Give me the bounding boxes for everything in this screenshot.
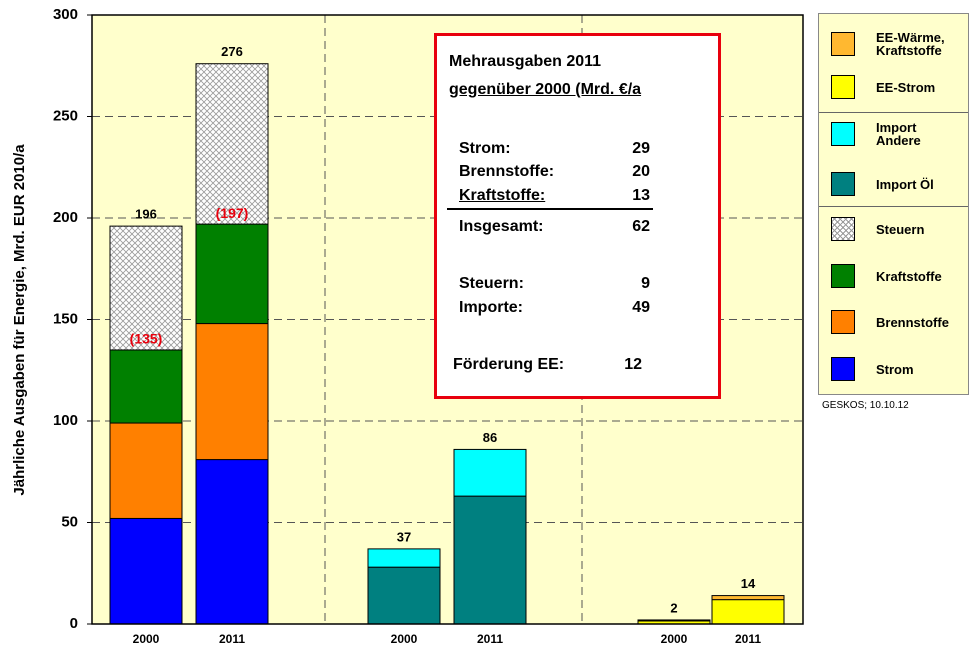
legend-label: Kraftstoffe [876, 268, 942, 284]
legend-separator [819, 206, 968, 207]
box-row-value: 49 [632, 299, 650, 316]
legend-swatch [831, 310, 855, 334]
legend-label: Strom [876, 361, 914, 377]
box-row-value: 13 [632, 187, 650, 204]
legend-label: Import Andere [876, 120, 921, 148]
legend-swatch [831, 75, 855, 99]
legend-swatch [831, 264, 855, 288]
bar-segment [109, 517, 183, 625]
total-label: 196 [135, 207, 157, 222]
legend-item: Brennstoffe [831, 309, 949, 335]
bar-segment [109, 349, 183, 424]
legend: EE-Wärme, Kraftstoffe EE-Strom Import Ande… [818, 13, 969, 395]
legend-swatch [831, 217, 855, 241]
legend-swatch [831, 357, 855, 381]
total-label: 14 [741, 576, 756, 591]
subtotal-label: (197) [216, 205, 249, 221]
y-tick-label: 150 [53, 310, 78, 327]
legend-item: EE-Strom [831, 74, 935, 100]
bar-segment [453, 495, 527, 625]
legend-item: Strom [831, 356, 914, 382]
legend-label: Steuern [876, 221, 925, 237]
y-tick-label: 50 [61, 513, 78, 530]
legend-label: Brennstoffe [876, 314, 949, 330]
bar-segment [367, 566, 441, 625]
box-title: Mehrausgaben 2011 [449, 53, 602, 70]
total-label: 276 [221, 44, 243, 59]
box-row-label: Strom: [459, 140, 511, 157]
y-tick-label: 250 [53, 107, 78, 124]
y-tick-label: 200 [53, 209, 78, 226]
bar-segment [195, 63, 269, 225]
box-row-label: Kraftstoffe: [459, 187, 546, 204]
box-row-value: 62 [632, 218, 650, 235]
box-title: gegenüber 2000 (Mrd. €/a [449, 81, 642, 98]
legend-swatch [831, 172, 855, 196]
box-row-label: Förderung EE: [453, 356, 565, 373]
box-row-value: 12 [624, 356, 642, 373]
legend-item: Steuern [831, 216, 924, 242]
legend-swatch [831, 32, 855, 56]
legend-label: EE-Wärme, Kraftstoffe [876, 30, 945, 58]
x-tick-label: 2011 [477, 632, 503, 646]
box-row-label: Importe: [459, 299, 523, 316]
legend-item: Import Öl [831, 171, 934, 197]
y-tick-label: 100 [53, 412, 78, 429]
legend-item: EE-Wärme, Kraftstoffe [831, 31, 945, 57]
bar-segment [453, 448, 527, 497]
bar-segment [637, 619, 711, 622]
box-rule [447, 208, 653, 210]
y-tick-label: 300 [53, 6, 78, 23]
subtotal-label: (135) [130, 331, 163, 347]
x-tick-label: 2000 [661, 632, 688, 646]
bar-segment [109, 225, 183, 351]
summary-box: Mehrausgaben 2011 gegenüber 2000 (Mrd. €/… [434, 33, 721, 399]
legend-separator [819, 112, 968, 113]
x-tick-label: 2011 [735, 632, 761, 646]
bar-segment [195, 323, 269, 461]
legend-swatch [831, 122, 855, 146]
box-row-label: Insgesamt: [459, 218, 544, 235]
box-row-value: 29 [632, 140, 650, 157]
legend-label: Import Öl [876, 176, 934, 192]
x-tick-label: 2000 [391, 632, 418, 646]
plot-border [91, 14, 804, 625]
bar-segment [109, 422, 183, 519]
x-tick-label: 2011 [219, 632, 245, 646]
y-axis-label: Jährliche Ausgaben für Energie, Mrd. EUR… [11, 144, 28, 496]
legend-label: EE-Strom [876, 79, 936, 95]
total-label: 86 [483, 430, 497, 445]
bar-segment [367, 548, 441, 568]
y-tick-label: 0 [70, 615, 78, 632]
bar-segment [195, 459, 269, 625]
total-label: 2 [670, 600, 677, 615]
source-note: GESKOS; 10.10.12 [822, 400, 909, 411]
box-row-label: Brennstoffe: [459, 163, 555, 180]
x-tick-label: 2000 [133, 632, 160, 646]
box-row-value: 9 [641, 275, 650, 292]
total-label: 37 [397, 529, 411, 544]
bar-segment [195, 223, 269, 325]
legend-item: Kraftstoffe [831, 263, 942, 289]
box-row-label: Steuern: [459, 275, 524, 292]
bar-segment [711, 595, 785, 601]
bar-segment [711, 599, 785, 625]
box-row-value: 20 [632, 163, 650, 180]
legend-item: Import Andere [831, 121, 921, 147]
